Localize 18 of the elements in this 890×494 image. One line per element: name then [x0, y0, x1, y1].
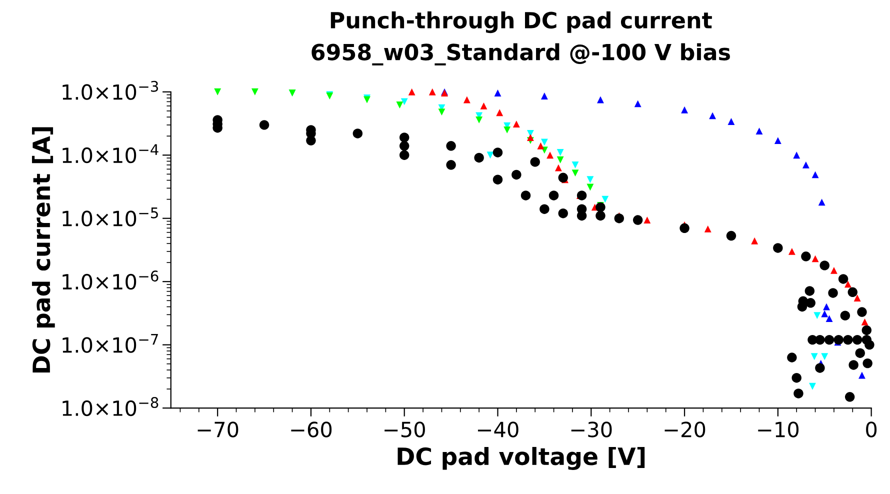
x-tick-label: −70: [198, 422, 238, 438]
y-tick-label: 1.0×10$^{−7}$: [62, 334, 158, 353]
x-axis-title: DC pad voltage [V]: [398, 446, 645, 470]
y-axis-title: DC pad current [A]: [32, 127, 55, 372]
x-tick-label: −50: [384, 422, 425, 438]
x-tick-label: 0: [866, 422, 877, 438]
y-tick-label: 1.0×10$^{−6}$: [62, 270, 158, 290]
x-tick-label: −10: [758, 422, 799, 438]
chart-subtitle: 6958_w03_Standard @-100 V bias: [312, 43, 730, 66]
y-tick-label: 1.0×10$^{−5}$: [62, 208, 158, 226]
y-tick-label: 1.0×10$^{−8}$: [62, 397, 158, 416]
x-tick-label: −60: [291, 422, 332, 438]
x-tick-label: −30: [571, 422, 612, 438]
chart-title: Punch-through DC pad current: [330, 11, 712, 34]
x-tick-label: −40: [478, 422, 518, 438]
y-tick-label: 1.0×10$^{−3}$: [62, 80, 158, 100]
y-tick-label: 1.0×10$^{−4}$: [62, 144, 158, 164]
x-tick-label: −20: [664, 422, 706, 438]
